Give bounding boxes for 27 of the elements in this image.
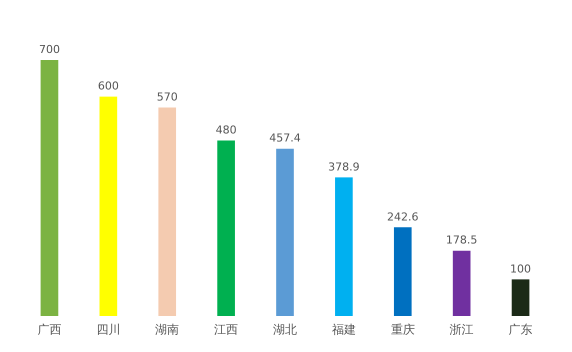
bar	[158, 108, 176, 316]
x-tick-label: 重庆	[390, 322, 415, 336]
x-tick-label: 四川	[96, 322, 120, 336]
x-tick-label: 广东	[508, 322, 533, 336]
data-label: 242.6	[387, 210, 419, 224]
data-label: 480	[216, 123, 237, 136]
x-tick-label: 广西	[37, 322, 62, 336]
x-tick-label: 浙江	[450, 322, 474, 336]
data-label: 100	[510, 262, 532, 276]
bar	[40, 60, 58, 316]
data-label: 378.9	[328, 160, 360, 174]
data-label: 570	[156, 90, 178, 104]
bar	[217, 140, 235, 316]
x-tick-label: 福建	[332, 322, 356, 336]
bar	[276, 148, 294, 316]
bar	[394, 227, 412, 316]
data-label: 700	[38, 43, 60, 56]
x-tick-label: 湖南	[155, 322, 180, 336]
data-label: 178.5	[446, 234, 478, 247]
x-tick-label: 江西	[214, 322, 238, 336]
data-label: 600	[98, 80, 119, 93]
bar	[452, 250, 470, 316]
bar	[335, 177, 353, 316]
bar	[100, 96, 118, 316]
x-tick-label: 湖北	[273, 322, 297, 336]
data-label: 457.4	[269, 132, 301, 145]
bar	[512, 279, 530, 316]
